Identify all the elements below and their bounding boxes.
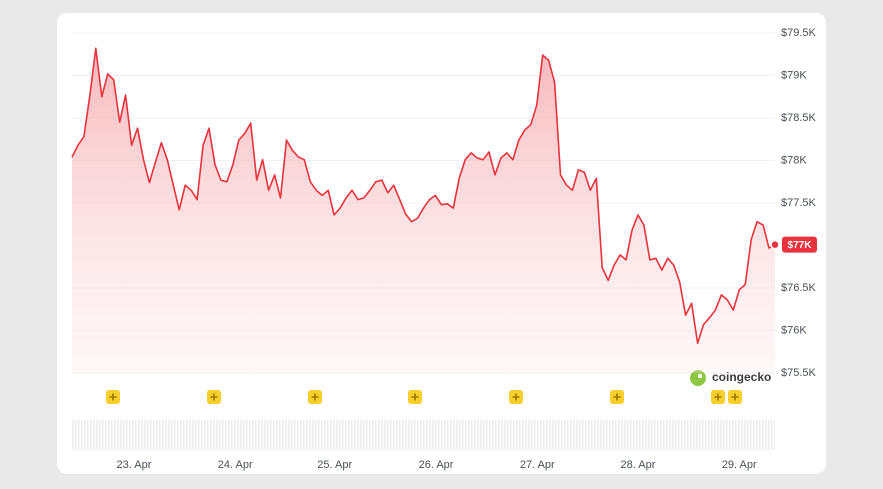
area (72, 48, 775, 374)
event-icon[interactable] (106, 390, 120, 404)
event-icon[interactable] (509, 390, 523, 404)
x-tick-label: 25. Apr (317, 459, 352, 471)
event-icons (106, 390, 742, 404)
event-icon[interactable] (308, 390, 322, 404)
y-tick-label: $76.5K (781, 282, 817, 294)
y-tick-label: $79K (781, 69, 807, 81)
x-tick-label: 26. Apr (419, 459, 454, 471)
y-tick-label: $78K (781, 154, 807, 166)
x-tick-label: 23. Apr (117, 459, 152, 471)
x-tick-label: 27. Apr (520, 459, 555, 471)
y-tick-label: $78.5K (781, 112, 817, 124)
event-icon[interactable] (408, 390, 422, 404)
y-tick-label: $75.5K (781, 367, 817, 379)
event-icon[interactable] (610, 390, 624, 404)
watermark: coingecko (690, 370, 771, 386)
y-tick-label: $79.5K (781, 27, 817, 39)
event-icon[interactable] (207, 390, 221, 404)
volume-strip (72, 420, 775, 450)
current-price-label: $77K (788, 240, 813, 251)
x-tick-label: 28. Apr (621, 459, 656, 471)
price-line (71, 47, 776, 345)
current-price-badge (782, 236, 817, 253)
event-icon[interactable] (711, 390, 725, 404)
y-tick-label: $77.5K (781, 197, 817, 209)
watermark-logo-eye (697, 373, 703, 379)
current-price-dot (770, 239, 780, 250)
event-icon[interactable] (728, 390, 742, 404)
y-tick-label: $76K (781, 324, 807, 336)
x-tick-label: 29. Apr (722, 459, 757, 471)
watermark-text: coingecko (712, 370, 771, 384)
watermark-logo (690, 370, 706, 386)
x-tick-label: 24. Apr (218, 459, 253, 471)
